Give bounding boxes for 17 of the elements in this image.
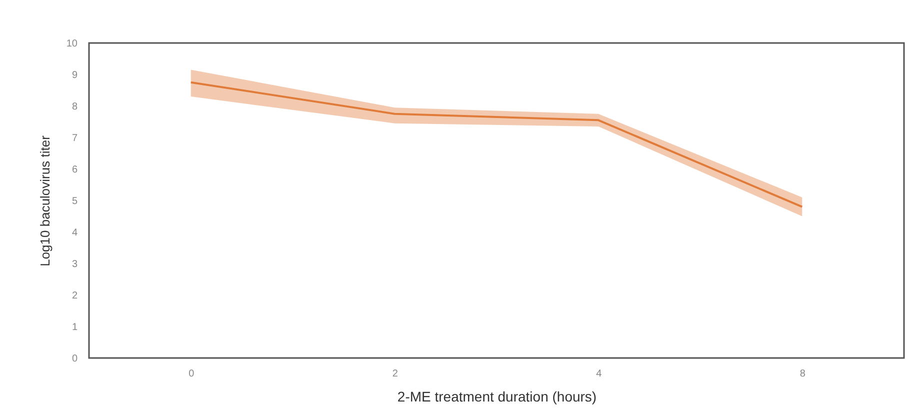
y-axis-title: Log10 baculovirus titer bbox=[37, 134, 52, 266]
x-tick-label: 2 bbox=[392, 368, 398, 380]
y-tick-label: 6 bbox=[72, 164, 78, 176]
y-tick-label: 1 bbox=[72, 322, 78, 333]
y-tick-label: 5 bbox=[72, 196, 78, 207]
y-tick-label: 9 bbox=[72, 70, 78, 81]
x-axis-title: 2-ME treatment duration (hours) bbox=[397, 388, 597, 404]
y-tick-label: 7 bbox=[72, 133, 78, 144]
y-tick-label: 2 bbox=[72, 290, 78, 302]
x-tick-label: 0 bbox=[188, 368, 195, 380]
y-tick-label: 4 bbox=[72, 228, 78, 238]
x-tick-label: 8 bbox=[800, 368, 806, 380]
y-tick-label: 3 bbox=[72, 259, 78, 270]
y-tick-label: 10 bbox=[66, 38, 78, 50]
y-tick-label: 0 bbox=[72, 354, 78, 364]
x-tick-label: 4 bbox=[596, 368, 602, 380]
y-tick-label: 8 bbox=[72, 102, 78, 112]
